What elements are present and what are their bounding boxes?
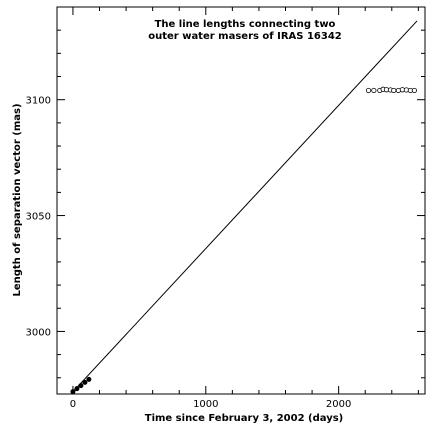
- data-point-filled: [74, 386, 80, 392]
- data-point-filled: [86, 376, 92, 382]
- y-axis-title: Length of separation vector (mas): [12, 103, 23, 296]
- data-point-open: [371, 87, 377, 94]
- y-tick-label: 3100: [26, 96, 51, 107]
- data-point-filled: [82, 379, 88, 385]
- y-tick-label: 3050: [26, 212, 51, 223]
- series-layer: [70, 20, 418, 395]
- data-point-open: [391, 87, 397, 94]
- plot-frame: [56, 6, 426, 395]
- x-tick-label: 0: [70, 399, 76, 410]
- fit-line: [72, 20, 418, 393]
- chart-title-line-1: The line lengths connecting two: [155, 19, 336, 30]
- data-point-open: [411, 87, 417, 94]
- ticks: 0 1000 2000 3000 3050 3100: [26, 6, 425, 410]
- y-tick-label: 3000: [26, 327, 51, 338]
- x-axis-title: Time since February 3, 2002 (days): [145, 413, 343, 424]
- data-point-open: [365, 87, 372, 94]
- x-tick-label: 2000: [326, 399, 351, 410]
- chart-title-line-2: outer water masers of IRAS 16342: [148, 31, 342, 42]
- x-tick-label: 1000: [193, 399, 218, 410]
